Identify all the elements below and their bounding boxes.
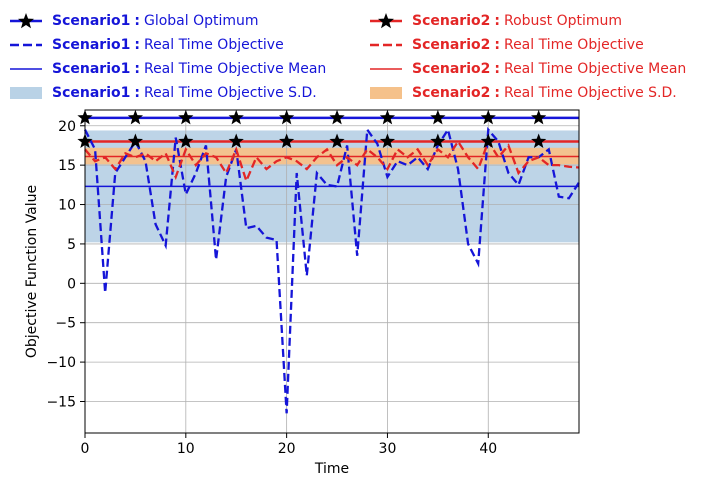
chart-legend: Scenario1 : Global Optimum Scenario1 : R… [0,0,720,110]
legend-series-name: Scenario2 [412,85,491,101]
realtime-line-scenario2 [84,138,580,185]
y-tick-label: −5 [55,316,76,332]
legend-sep: : [494,37,500,53]
optimum-marker-scenario2 [329,133,345,148]
y-tick-label: 20 [58,119,76,135]
optimum-marker-scenario1 [379,109,396,125]
x-tick-label: 10 [177,441,195,457]
optimum-marker-scenario1 [228,109,244,125]
legend-series-name: Scenario1 [52,85,131,101]
legend-series-name: Scenario1 [52,13,131,29]
optimum-marker-scenario1 [430,109,446,125]
legend-symbol-s2-realtime [370,43,402,47]
optimum-marker-scenario1 [279,109,295,125]
legend-sep: : [134,13,140,29]
legend-symbol-s2-mean [370,68,402,70]
legend-entry-s1-sd: Scenario1 : Real Time Objective S.D. [8,82,317,104]
realtime-line-scenario1 [83,126,580,414]
tick-labels: 0 10 20 30 40 −15 −10 −5 0 5 10 15 20 [46,119,497,457]
y-tick-label: 5 [67,237,76,253]
legend-series-label: Real Time Objective [143,37,284,53]
optimum-marker-scenario2 [531,133,547,148]
series-lines [83,116,580,414]
legend-entry-s1-realtime: Scenario1 : Real Time Objective [8,34,284,56]
legend-symbol-s1-mean [10,68,42,70]
optimum-marker-scenario2 [480,133,496,148]
legend-symbol-s2-sd [370,87,402,99]
optimum-marker-scenario1 [127,109,144,125]
optimum-marker-scenario2 [430,133,446,148]
legend-entry-s2-realtime: Scenario2 : Real Time Objective [368,34,644,56]
legend-symbol-s1-sd [10,87,42,99]
legend-series-label: Real Time Objective S.D. [503,85,677,101]
y-tick-label: 15 [58,158,76,174]
legend-series-label: Robust Optimum [503,13,623,29]
axes [80,109,580,438]
y-tick-label: 0 [67,276,76,292]
plot-frame [84,109,580,434]
legend-series-name: Scenario1 [52,61,131,77]
optimum-marker-scenario1 [329,109,345,125]
legend-sep: : [134,85,140,101]
legend-entry-s2-sd: Scenario2 : Real Time Objective S.D. [368,82,677,104]
legend-series-label: Real Time Objective S.D. [143,85,317,101]
legend-series-label: Global Optimum [143,13,259,29]
optimum-marker-scenario1 [480,109,496,125]
y-axis-label: Objective Function Value [24,185,40,358]
legend-sep: : [494,61,500,77]
optimum-marker-scenario2 [228,133,244,148]
legend-symbol-s1-realtime [10,43,42,47]
legend-series-name: Scenario2 [412,37,491,53]
legend-series-name: Scenario2 [412,13,491,29]
legend-series-label: Real Time Objective Mean [503,61,687,77]
x-tick-label: 30 [379,441,397,457]
legend-entry-s2-mean: Scenario2 : Real Time Objective Mean [368,58,686,80]
legend-sep: : [494,85,500,101]
optimum-marker-scenario2 [178,133,194,148]
y-tick-label: −10 [46,355,76,371]
optimum-marker-scenario1 [178,109,194,125]
legend-series-label: Real Time Objective Mean [143,61,327,77]
legend-sep: : [494,13,500,29]
optimum-marker-scenario2 [279,133,295,148]
legend-series-label: Real Time Objective [503,37,644,53]
optimum-marker-scenario1 [531,109,547,125]
x-tick-label: 40 [479,441,497,457]
y-tick-label: 10 [58,198,76,214]
x-tick-label: 20 [278,441,296,457]
legend-series-name: Scenario1 [52,37,131,53]
legend-sep: : [134,61,140,77]
optimum-marker-scenario2 [127,133,144,148]
legend-symbol-s1-optimum [10,13,42,29]
y-tick-label: −15 [46,394,76,410]
x-tick-label: 0 [81,441,90,457]
legend-entry-s2-optimum: Scenario2 : Robust Optimum [368,10,622,32]
legend-symbol-s2-optimum [370,13,402,29]
x-axis-label: Time [314,461,349,477]
legend-series-name: Scenario2 [412,61,491,77]
legend-entry-s1-optimum: Scenario1 : Global Optimum [8,10,259,32]
legend-sep: : [134,37,140,53]
legend-entry-s1-mean: Scenario1 : Real Time Objective Mean [8,58,326,80]
optimum-marker-scenario2 [379,133,396,148]
